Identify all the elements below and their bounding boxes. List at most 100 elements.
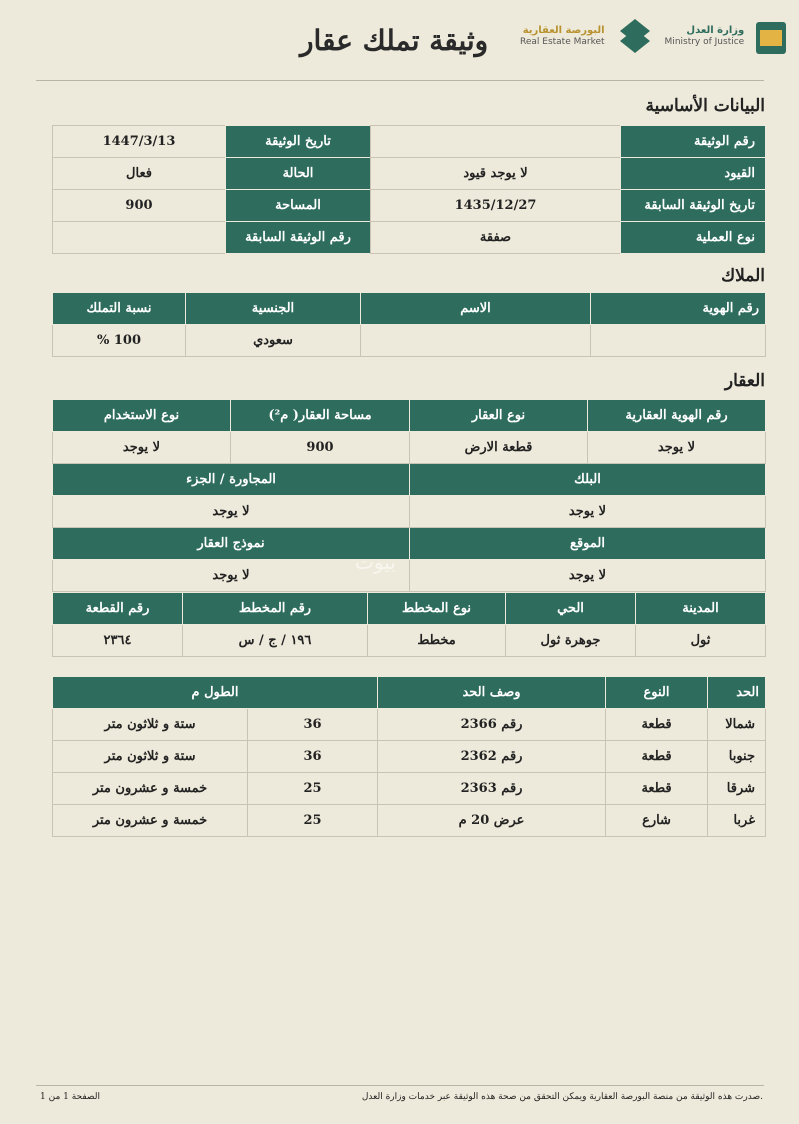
cell: ستة و ثلاثون متر (51, 740, 249, 773)
field-label: رقم الوثيقة (620, 125, 766, 158)
cell: 25 (247, 804, 379, 837)
market-emblem-icon (619, 19, 650, 53)
watermark: بيوت (355, 550, 396, 574)
cell: 900 (230, 431, 410, 464)
owner-nationality: سعودي (185, 324, 361, 357)
cell: قطعة (605, 708, 709, 741)
divider (36, 80, 764, 81)
col-header: رقم الهوية العقارية (587, 399, 766, 432)
table-row: شمالا قطعة رقم 2366 36 ستة و ثلاثون متر (51, 708, 767, 741)
col-header: مساحة العقار( م²) (230, 399, 410, 432)
col-header: المجاورة / الجزء (52, 463, 410, 496)
field-label: تاريخ الوثيقة السابقة (620, 189, 766, 222)
basic-data-table: رقم الوثيقة تاريخ الوثيقة 1447/3/13 القيود ل… (52, 125, 766, 254)
cell: 36 (247, 708, 379, 741)
cell: لا يوجد (52, 559, 410, 592)
owner-name (360, 324, 591, 357)
col-header: الطول م (51, 676, 379, 709)
cell: جوهرة ثول (505, 624, 636, 657)
field-value: لا يوجد قيود (370, 157, 621, 190)
cell: رقم 2362 (377, 740, 607, 773)
col-header: الاسم (360, 292, 591, 325)
cell: شرقا (707, 772, 767, 805)
col-header: رقم المخطط (182, 592, 368, 625)
cell: قطعة (605, 772, 709, 805)
owners-section-title: الملاك (721, 266, 765, 286)
col-header: رقم القطعة (52, 592, 183, 625)
col-header: وصف الحد (377, 676, 607, 709)
cell: شارع (605, 804, 709, 837)
col-header: الحد (707, 676, 767, 709)
table-row: تاريخ الوثيقة السابقة 1435/12/27 المساحة 90… (52, 189, 766, 222)
cell: قطعة الارض (409, 431, 588, 464)
boundaries-table: الحد النوع وصف الحد الطول م شمالا قطعة رقم 23… (51, 676, 767, 837)
cell: شمالا (707, 708, 767, 741)
basic-section-title: البيانات الأساسية (645, 96, 765, 116)
col-header: الجنسية (185, 292, 361, 325)
cell: خمسة و عشرون متر (51, 772, 249, 805)
cell: قطعة (605, 740, 709, 773)
field-label: المساحة (225, 189, 371, 222)
cell: ٢٣٦٤ (52, 624, 183, 657)
field-value: 1435/12/27 (370, 189, 621, 222)
property-table: رقم الهوية العقارية نوع العقار مساحة العقا… (52, 399, 766, 592)
table-row: غربا شارع عرض 20 م 25 خمسة و عشرون متر (51, 804, 767, 837)
col-header: نوع المخطط (367, 592, 506, 625)
logos: البورصة العقارية Real Estate Market وزارة… (520, 16, 788, 56)
footer-note: صدرت هذه الوثيقة من منصة البورصة العقاري… (361, 1092, 763, 1102)
field-label: رقم الوثيقة السابقة (225, 221, 371, 254)
table-row: رقم الوثيقة تاريخ الوثيقة 1447/3/13 (52, 125, 766, 158)
cell: لا يوجد (409, 559, 766, 592)
table-row: جنوبا قطعة رقم 2362 36 ستة و ثلاثون متر (51, 740, 767, 773)
property-section-title: العقار (724, 371, 765, 391)
cell: مخطط (367, 624, 506, 657)
cell: لا يوجد (409, 495, 766, 528)
real-estate-market-logo: البورصة العقارية Real Estate Market (520, 24, 605, 47)
field-value: 900 (52, 189, 226, 222)
col-header: الموقع (409, 527, 766, 560)
cell: خمسة و عشرون متر (51, 804, 249, 837)
col-header: رقم الهوية (590, 292, 766, 325)
cell: لا يوجد (52, 431, 231, 464)
field-value: فعال (52, 157, 226, 190)
col-header: نسبة التملك (52, 292, 186, 325)
cell: ستة و ثلاثون متر (51, 708, 249, 741)
field-label: نوع العملية (620, 221, 766, 254)
cell: 25 (247, 772, 379, 805)
ministry-emblem-icon (756, 22, 787, 54)
page-number: الصفحة 1 من 1 (40, 1092, 100, 1102)
table-row: القيود لا يوجد قيود الحالة فعال (52, 157, 766, 190)
cell: ١٩٦ / ج / س (182, 624, 368, 657)
col-header: نوع الاستخدام (52, 399, 231, 432)
col-header: البلك (409, 463, 766, 496)
owner-id (590, 324, 766, 357)
cell: غربا (707, 804, 767, 837)
col-header: الحي (505, 592, 636, 625)
table-row: شرقا قطعة رقم 2363 25 خمسة و عشرون متر (51, 772, 767, 805)
owners-table: رقم الهوية الاسم الجنسية نسبة التملك سعودي 1… (52, 292, 766, 357)
page-title: وثيقة تملك عقار (300, 24, 489, 57)
divider (36, 1085, 764, 1086)
field-label: الحالة (225, 157, 371, 190)
cell: رقم 2363 (377, 772, 607, 805)
col-header: المدينة (635, 592, 766, 625)
ministry-of-justice-logo: وزارة العدل Ministry of Justice (664, 24, 745, 47)
table-row: نوع العملية صفقة رقم الوثيقة السابقة (52, 221, 766, 254)
field-label: تاريخ الوثيقة (225, 125, 371, 158)
field-label: القيود (620, 157, 766, 190)
location-table: المدينة الحي نوع المخطط رقم المخطط رقم القطع… (52, 592, 766, 657)
field-value: صفقة (370, 221, 621, 254)
cell: 36 (247, 740, 379, 773)
field-value (370, 125, 621, 158)
col-header: النوع (605, 676, 709, 709)
cell: رقم 2366 (377, 708, 607, 741)
cell: لا يوجد (52, 495, 410, 528)
cell: عرض 20 م (377, 804, 607, 837)
cell: ثول (635, 624, 766, 657)
cell: جنوبا (707, 740, 767, 773)
field-value (52, 221, 226, 254)
field-value: 1447/3/13 (52, 125, 226, 158)
cell: لا يوجد (587, 431, 766, 464)
col-header: نوع العقار (409, 399, 588, 432)
owner-share: 100 % (52, 324, 186, 357)
